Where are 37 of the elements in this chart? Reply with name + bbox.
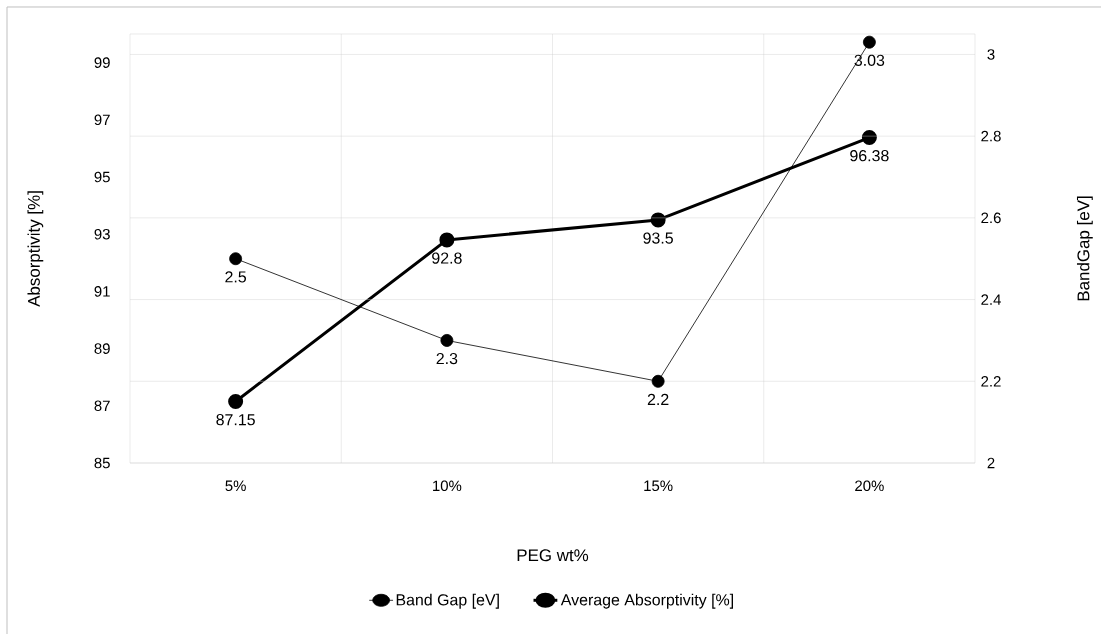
y2-tick-label: 3 xyxy=(987,49,995,60)
y-tick-label: 95 xyxy=(94,171,110,183)
y-tick-label: 97 xyxy=(94,114,110,126)
y-tick-label: 91 xyxy=(94,286,110,297)
y2-axis-title: BandGap [eV] xyxy=(1076,196,1093,301)
legend-label: Average Absorptivity [%] xyxy=(560,593,733,609)
data-label: 2.3 xyxy=(436,352,458,365)
y-tick-label: 99 xyxy=(94,57,110,68)
data-label: 96.38 xyxy=(850,150,889,162)
x-tick-label: 20% xyxy=(855,480,884,492)
point xyxy=(651,374,665,388)
point xyxy=(439,232,455,248)
data-label: 92.8 xyxy=(432,252,462,264)
legend-label: Band Gap [eV] xyxy=(396,593,499,609)
x-tick-label: 10% xyxy=(433,480,462,492)
y2-tick-label: 2.4 xyxy=(981,294,1001,305)
x-tick-label: 5% xyxy=(225,480,246,492)
y-tick-label: 89 xyxy=(94,343,110,354)
y-tick-label: 85 xyxy=(94,457,110,469)
y-axis-title: Absorptivity [%] xyxy=(27,191,44,307)
data-label: 93.5 xyxy=(643,232,673,244)
data-label: 87.15 xyxy=(216,414,255,426)
point xyxy=(228,394,244,410)
y-tick-label: 93 xyxy=(94,228,110,240)
y2-tick-label: 2 xyxy=(987,457,995,469)
data-label: 2.5 xyxy=(225,271,247,283)
point xyxy=(440,334,454,347)
data-label: 3.03 xyxy=(854,54,885,66)
y2-tick-label: 2.2 xyxy=(981,376,1001,387)
y2-tick-label: 2.8 xyxy=(981,130,1001,142)
point xyxy=(862,35,876,49)
point xyxy=(229,252,243,266)
x-tick-label: 15% xyxy=(644,480,673,492)
y-tick-label: 87 xyxy=(94,400,110,412)
x-axis-title: PEG wt% xyxy=(517,549,589,562)
y2-tick-label: 2.6 xyxy=(981,212,1001,224)
data-label: 2.2 xyxy=(647,393,669,405)
